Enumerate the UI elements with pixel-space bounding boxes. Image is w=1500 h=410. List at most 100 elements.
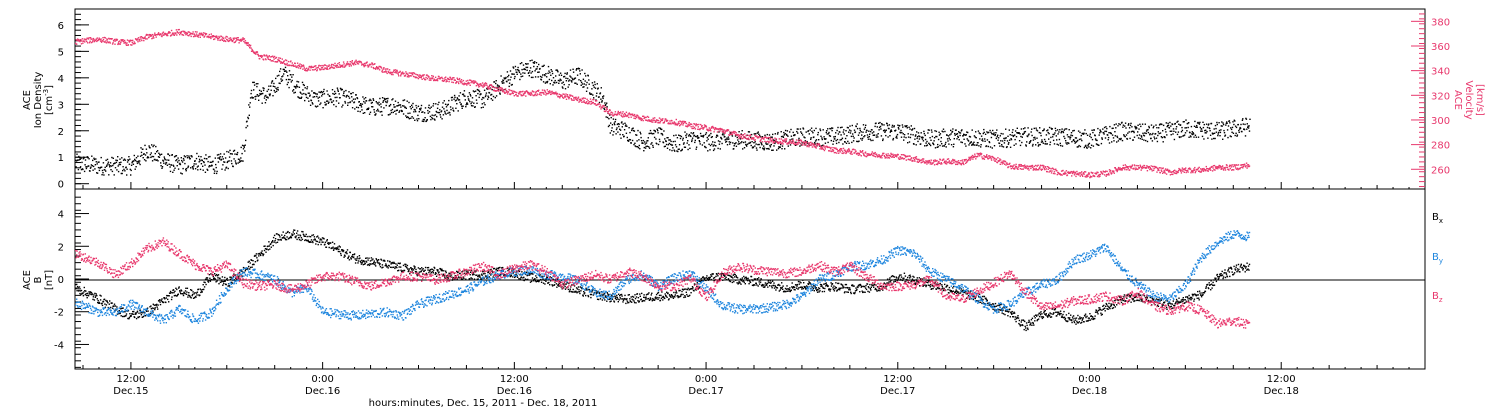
density-series-point: [438, 111, 441, 114]
density-series-point: [90, 166, 92, 168]
density-series-point: [620, 137, 622, 139]
velocity-series-point: [846, 150, 848, 153]
density-series-point: [1099, 130, 1102, 132]
density-series-point: [449, 112, 451, 114]
density-series-point: [1088, 146, 1090, 148]
density-series-point: [635, 145, 637, 148]
density-series-point: [143, 159, 146, 161]
density-series-point: [1152, 132, 1154, 135]
density-series-point: [625, 132, 628, 134]
density-series-point: [1117, 140, 1120, 142]
density-series-point: [382, 101, 384, 103]
velocity-series-point: [158, 34, 161, 36]
velocity-series-point: [915, 156, 918, 158]
density-series-point: [1158, 127, 1160, 129]
density-series-point: [470, 105, 473, 107]
velocity-series-point: [632, 114, 635, 117]
density-series-point: [781, 148, 783, 150]
velocity-series-point: [413, 72, 416, 75]
density-series-point: [1138, 134, 1141, 136]
velocity-series-point: [1005, 164, 1007, 166]
density-series-point: [368, 99, 370, 102]
velocity-series-point: [985, 156, 987, 158]
density-series-point: [152, 155, 155, 158]
velocity-series-point: [885, 153, 887, 155]
density-series-point: [164, 159, 166, 161]
velocity-series-point: [784, 138, 786, 140]
velocity-series-point: [614, 111, 617, 113]
velocity-series-point: [596, 100, 598, 102]
density-series-point: [322, 107, 324, 109]
velocity-series-point: [224, 40, 226, 42]
velocity-series-point: [219, 39, 222, 41]
velocity-series-point: [214, 38, 216, 40]
density-series-point: [1009, 139, 1011, 141]
density-series-point: [168, 159, 170, 161]
density-series-point: [211, 164, 213, 167]
density-series-point: [949, 134, 951, 136]
velocity-series-point: [448, 80, 450, 83]
density-series-point: [1009, 146, 1012, 148]
density-series-point: [1056, 143, 1058, 145]
velocity-series-point: [675, 118, 677, 121]
density-series-point: [1079, 131, 1081, 134]
x-tick-date: Dec.18: [1264, 386, 1299, 397]
velocity-series-point: [657, 122, 659, 124]
velocity-series-point: [990, 157, 992, 160]
density-series-point: [1231, 126, 1234, 129]
density-series-point: [1218, 129, 1221, 132]
velocity-series-point: [743, 136, 745, 138]
density-series-point: [1239, 128, 1241, 130]
velocity-series-point: [541, 89, 544, 91]
velocity-series-point: [354, 63, 357, 66]
density-series-point: [765, 143, 768, 145]
density-series-point: [75, 160, 78, 162]
density-series-point: [329, 95, 331, 97]
velocity-series-point: [946, 161, 948, 163]
density-series-point: [1035, 144, 1037, 146]
velocity-series-point: [741, 137, 743, 140]
velocity-series-point: [407, 73, 409, 76]
density-series-point: [809, 129, 811, 131]
density-series-point: [981, 139, 983, 141]
density-series-point: [653, 136, 656, 139]
density-series-point: [691, 137, 694, 139]
velocity-series-point: [226, 39, 229, 41]
density-series-point: [300, 97, 302, 99]
density-series-point: [337, 90, 339, 92]
density-series-point: [1197, 136, 1200, 138]
velocity-series-point: [271, 60, 273, 62]
density-series-point: [1217, 131, 1220, 134]
velocity-series-point: [406, 72, 408, 75]
density-series-point: [925, 142, 927, 144]
density-series-point: [1098, 144, 1100, 146]
density-series-point: [948, 137, 950, 139]
density-series-point: [554, 79, 556, 82]
density-series-point: [175, 155, 178, 157]
velocity-series-point: [260, 55, 262, 58]
velocity-series-point: [1032, 169, 1034, 171]
velocity-series-point: [282, 62, 284, 64]
density-series-point: [302, 83, 305, 86]
density-series-point: [781, 145, 784, 147]
density-series-point: [1196, 124, 1198, 127]
density-series-point: [85, 167, 88, 170]
velocity-series-point: [735, 132, 737, 134]
density-series-point: [121, 172, 123, 175]
density-series-point: [610, 116, 612, 119]
velocity-series-point: [1023, 165, 1025, 167]
density-series-point: [454, 96, 456, 99]
density-series-point: [842, 131, 844, 133]
velocity-series-point: [578, 101, 580, 103]
velocity-series-point: [889, 154, 891, 157]
density-series-point: [817, 131, 819, 134]
velocity-series-point: [178, 32, 180, 34]
density-series-point: [82, 168, 84, 171]
density-series-point: [1124, 122, 1127, 124]
density-series-point: [255, 83, 258, 85]
velocity-series-point: [808, 146, 810, 148]
velocity-series-point: [306, 67, 308, 69]
density-series-point: [601, 101, 603, 103]
density-series-point: [669, 139, 671, 141]
velocity-series-point: [1024, 167, 1026, 169]
